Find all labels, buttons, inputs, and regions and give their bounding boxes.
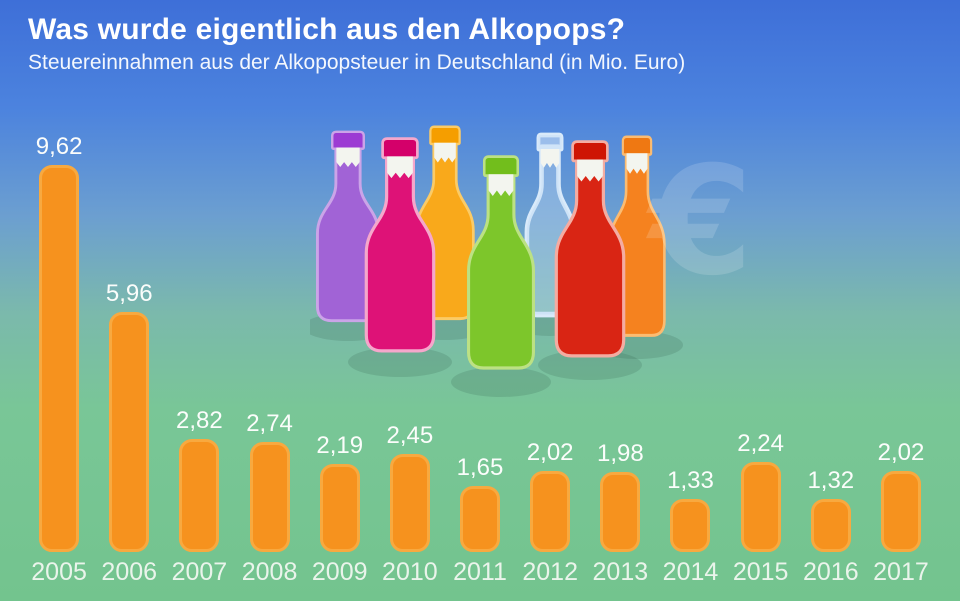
bar-group: 2,19 2009 [305, 432, 375, 586]
bar-group: 2,02 2012 [515, 439, 585, 586]
bar-value-label: 5,96 [105, 280, 153, 307]
bar-group: 1,32 2016 [796, 467, 866, 586]
bar-group: 1,98 2013 [585, 440, 655, 586]
bar-group: 1,65 2011 [445, 454, 515, 586]
bar-value-label: 9,62 [35, 133, 83, 160]
bar-2008 [249, 442, 290, 552]
bar-value-label: 1,65 [456, 454, 504, 481]
bar-value-label: 2,74 [246, 410, 293, 437]
bar-category-label: 2011 [453, 558, 507, 586]
bar-category-label: 2012 [522, 558, 578, 586]
header: Was wurde eigentlich aus den Alkopops? S… [28, 12, 685, 76]
bar-value-label: 2,19 [316, 432, 364, 459]
bar-2017 [880, 471, 921, 552]
bar-category-label: 2009 [311, 558, 368, 586]
bar-2010 [389, 454, 430, 552]
bar-group: 2,24 2015 [726, 430, 796, 586]
bar-2015 [740, 462, 781, 552]
bar-2005 [39, 165, 80, 552]
bar-category-label: 2007 [171, 558, 228, 586]
bar-value-label: 1,98 [596, 440, 644, 467]
bar-value-label: 2,02 [877, 439, 925, 466]
bar-value-label: 2,24 [737, 430, 784, 457]
bar-chart: 9,62 2005 5,96 2006 2,82 2007 2,74 2008 2,19 2009… [24, 133, 936, 586]
bar-value-label: 1,32 [807, 467, 855, 494]
bar-group: 2,45 2010 [375, 422, 445, 586]
bar-group: 2,74 2008 [234, 410, 304, 586]
bar-category-label: 2010 [382, 558, 438, 586]
bar-2011 [460, 486, 501, 552]
bar-group: 9,62 2005 [24, 133, 94, 586]
bar-value-label: 2,45 [386, 422, 434, 449]
bar-2016 [810, 499, 851, 552]
page-title: Was wurde eigentlich aus den Alkopops? [28, 13, 626, 46]
bar-category-label: 2008 [241, 558, 298, 586]
bar-category-label: 2005 [31, 558, 87, 586]
bar-category-label: 2006 [101, 558, 158, 586]
bar-group: 5,96 2006 [94, 280, 164, 586]
bar-2012 [530, 471, 571, 552]
bar-category-label: 2015 [732, 558, 789, 586]
bar-category-label: 2016 [802, 558, 859, 586]
bar-value-label: 2,02 [526, 439, 574, 466]
bar-group: 2,02 2017 [866, 439, 936, 586]
bar-2013 [600, 472, 641, 552]
bar-group: 1,33 2014 [655, 467, 725, 586]
bar-category-label: 2013 [592, 558, 649, 586]
bar-group: 2,82 2007 [164, 407, 234, 586]
bar-value-label: 1,33 [667, 467, 714, 494]
bar-2006 [109, 312, 150, 552]
euro-icon: € [646, 135, 753, 309]
bar-2014 [670, 499, 711, 552]
page-subtitle: Steuereinnahmen aus der Alkopopsteuer in… [28, 51, 686, 74]
bar-2009 [319, 464, 360, 552]
bar-2007 [179, 439, 220, 552]
bar-category-label: 2017 [873, 558, 929, 586]
bottles-illustration: € [310, 115, 753, 397]
bar-value-label: 2,82 [176, 407, 223, 434]
bar-category-label: 2014 [662, 558, 719, 586]
